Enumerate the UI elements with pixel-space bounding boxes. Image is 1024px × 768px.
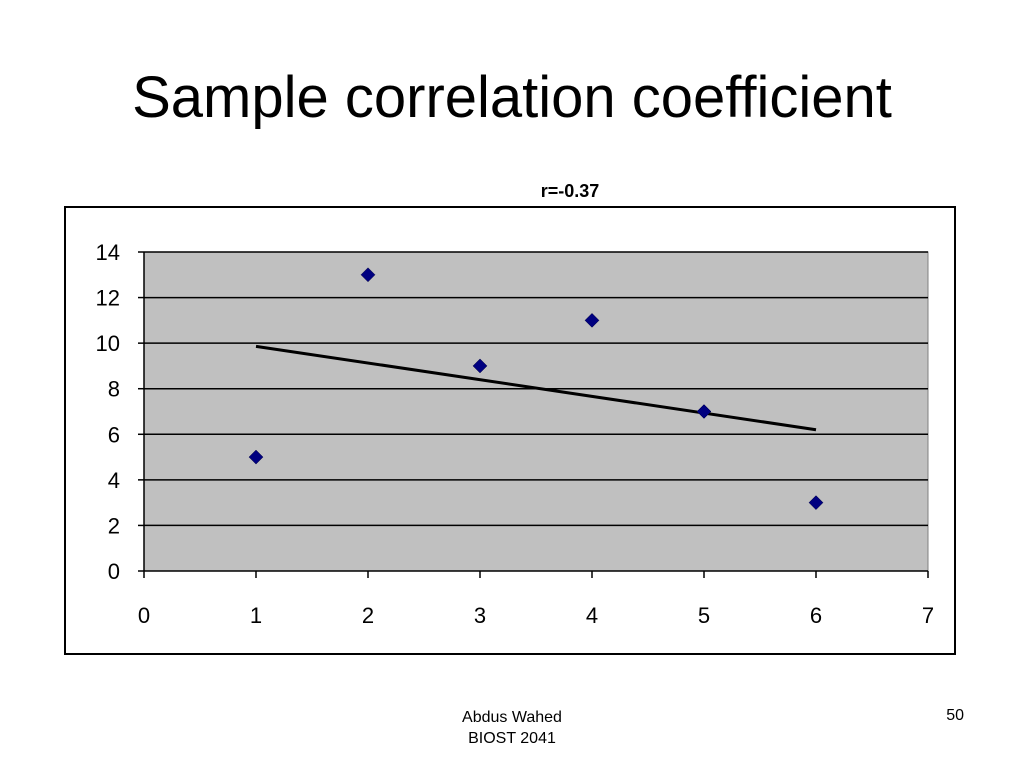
x-tick-label: 5 — [698, 603, 710, 628]
data-point — [584, 313, 600, 328]
data-point — [696, 404, 712, 419]
y-tick-label: 12 — [96, 286, 120, 311]
x-tick-label: 3 — [474, 603, 486, 628]
footer-author: Abdus Wahed — [462, 709, 562, 726]
page-number: 50 — [946, 707, 964, 724]
footer-course: BIOST 2041 — [468, 730, 556, 747]
x-tick-label: 4 — [586, 603, 598, 628]
y-tick-label: 14 — [96, 240, 120, 265]
y-tick-label: 8 — [108, 377, 120, 402]
footer-credits: Abdus Wahed BIOST 2041 — [412, 707, 612, 749]
data-point — [248, 449, 264, 465]
trendline — [255, 344, 817, 432]
plot-area — [143, 251, 929, 572]
x-tick-label: 6 — [810, 603, 822, 628]
y-tick-label: 2 — [108, 513, 120, 538]
y-tick-label: 10 — [96, 331, 120, 356]
data-point — [360, 267, 376, 283]
slide-title: Sample correlation coefficient — [132, 65, 892, 130]
data-point — [472, 358, 488, 374]
y-tick-label: 4 — [108, 468, 120, 493]
x-tick-label: 2 — [362, 603, 374, 628]
x-tick-label: 7 — [922, 603, 934, 628]
chart-title: r=-0.37 — [540, 181, 600, 201]
chart-frame — [64, 206, 956, 655]
data-point — [808, 495, 824, 510]
x-tick-label: 1 — [250, 603, 262, 628]
y-tick-label: 0 — [108, 559, 120, 584]
y-tick-label: 6 — [108, 422, 120, 447]
x-tick-label: 0 — [138, 603, 150, 628]
